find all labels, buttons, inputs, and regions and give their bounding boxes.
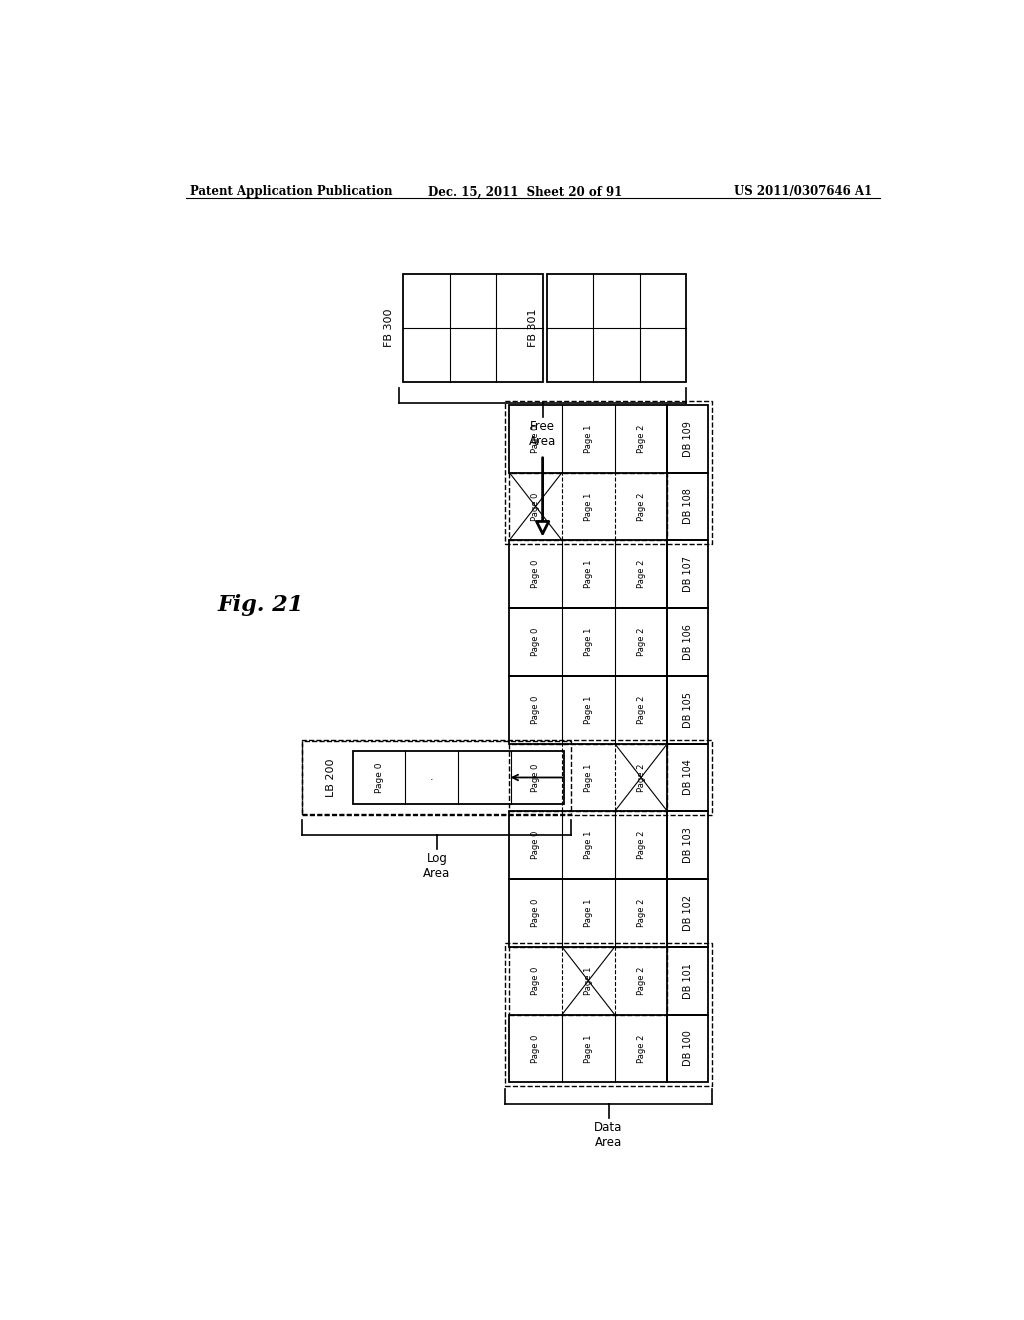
Text: Page 0: Page 0: [531, 560, 540, 589]
Text: Page 0: Page 0: [531, 832, 540, 859]
Text: US 2011/0307646 A1: US 2011/0307646 A1: [734, 185, 872, 198]
Bar: [668, 540, 708, 609]
Text: FB 301: FB 301: [527, 309, 538, 347]
Text: Page 1: Page 1: [584, 492, 593, 520]
Text: Page 0: Page 0: [531, 966, 540, 995]
Bar: [668, 946, 708, 1015]
Text: Page 0: Page 0: [531, 628, 540, 656]
Text: Free
Area: Free Area: [529, 420, 556, 449]
Bar: [352, 751, 563, 804]
Text: DB 109: DB 109: [683, 421, 692, 457]
Bar: [509, 540, 668, 609]
Text: DB 106: DB 106: [683, 624, 692, 660]
Bar: [509, 879, 668, 946]
Bar: [509, 946, 668, 1015]
Bar: [506, 942, 712, 1086]
Text: Page 2: Page 2: [637, 1035, 645, 1063]
Text: DB 108: DB 108: [683, 488, 692, 524]
Text: Patent Application Publication: Patent Application Publication: [190, 185, 392, 198]
Bar: [668, 676, 708, 743]
Text: DB 104: DB 104: [683, 759, 692, 796]
Bar: [668, 405, 708, 473]
Text: Page 0: Page 0: [531, 696, 540, 723]
Bar: [668, 879, 708, 946]
Text: DB 102: DB 102: [683, 895, 692, 931]
Text: Page 2: Page 2: [637, 832, 645, 859]
Text: Page 1: Page 1: [584, 832, 593, 859]
Text: FB 300: FB 300: [384, 309, 394, 347]
Text: Page 2: Page 2: [637, 763, 645, 792]
Bar: [509, 405, 668, 473]
Bar: [509, 1015, 668, 1082]
Text: Data
Area: Data Area: [594, 1121, 623, 1148]
Text: Page 2: Page 2: [637, 966, 645, 995]
Text: DB 101: DB 101: [683, 962, 692, 999]
Text: Dec. 15, 2011  Sheet 20 of 91: Dec. 15, 2011 Sheet 20 of 91: [428, 185, 622, 198]
Text: Page 0: Page 0: [531, 425, 540, 453]
Text: Page 2: Page 2: [637, 425, 645, 453]
Text: Page 2: Page 2: [637, 492, 645, 520]
Text: Page 1: Page 1: [584, 425, 593, 453]
Text: Page 2: Page 2: [637, 696, 645, 723]
Bar: [509, 609, 668, 676]
Text: Page 1: Page 1: [584, 560, 593, 589]
Bar: [668, 473, 708, 540]
Text: Page 0: Page 0: [531, 492, 540, 520]
Text: DB 105: DB 105: [683, 692, 692, 727]
Bar: [403, 275, 543, 381]
Text: .: .: [430, 772, 433, 783]
Text: Page 2: Page 2: [637, 560, 645, 589]
Text: Page 2: Page 2: [637, 899, 645, 927]
Text: Page 0: Page 0: [531, 763, 540, 792]
Text: Fig. 21: Fig. 21: [217, 594, 303, 616]
Bar: [509, 473, 668, 540]
Bar: [547, 275, 686, 381]
Text: Page 1: Page 1: [584, 966, 593, 995]
Text: Page 1: Page 1: [584, 899, 593, 927]
Bar: [302, 739, 712, 816]
Text: LB 200: LB 200: [327, 758, 337, 797]
Bar: [668, 743, 708, 812]
Bar: [668, 1015, 708, 1082]
Text: Log
Area: Log Area: [423, 853, 451, 880]
Bar: [302, 742, 571, 813]
Text: Page 2: Page 2: [637, 628, 645, 656]
Bar: [506, 401, 712, 544]
Text: DB 100: DB 100: [683, 1031, 692, 1067]
Bar: [509, 812, 668, 879]
Text: Page 0: Page 0: [531, 1035, 540, 1063]
Bar: [509, 743, 668, 812]
Text: Page 1: Page 1: [584, 763, 593, 792]
Bar: [668, 812, 708, 879]
Text: Page 1: Page 1: [584, 628, 593, 656]
Text: Page 0: Page 0: [375, 762, 384, 793]
Text: Page 1: Page 1: [584, 1035, 593, 1063]
Text: DB 107: DB 107: [683, 556, 692, 593]
Text: Page 1: Page 1: [584, 696, 593, 723]
Bar: [509, 676, 668, 743]
Text: Page 0: Page 0: [531, 899, 540, 927]
Bar: [668, 609, 708, 676]
Text: DB 103: DB 103: [683, 828, 692, 863]
